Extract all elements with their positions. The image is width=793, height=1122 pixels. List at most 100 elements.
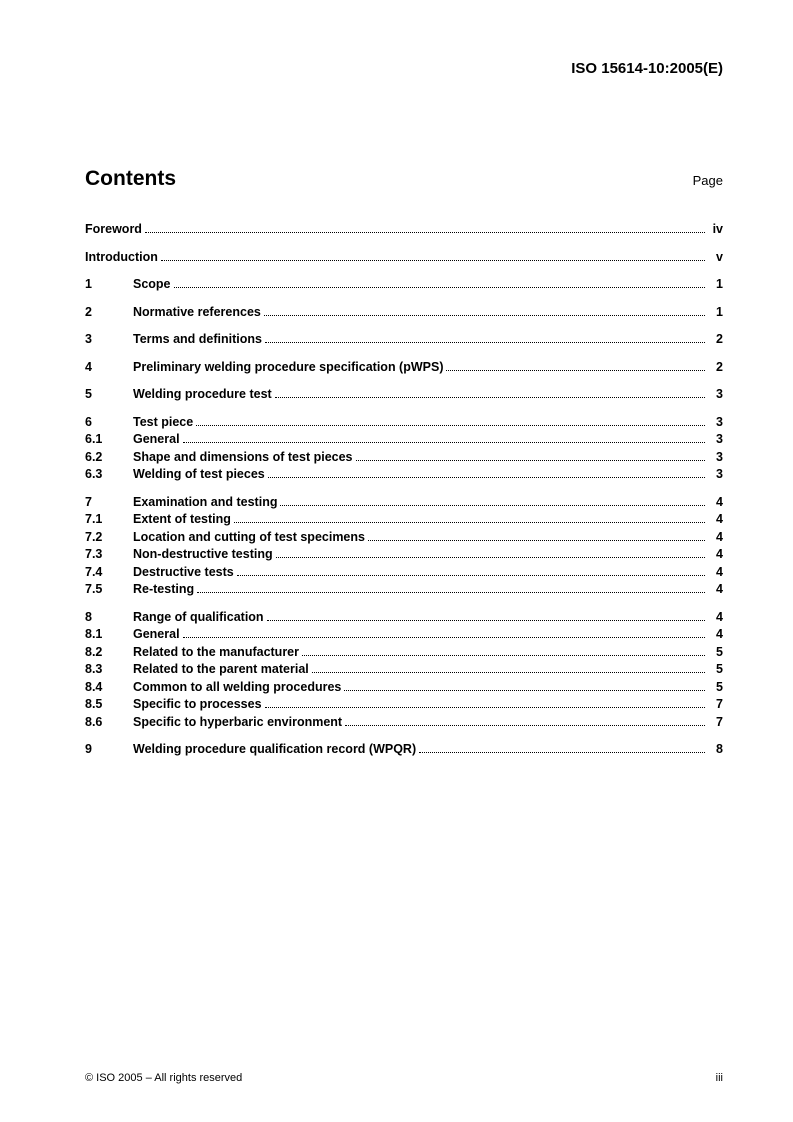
toc-dots	[276, 557, 705, 558]
toc-dots	[275, 397, 705, 398]
toc-entry: 6Test piece3	[85, 414, 723, 432]
toc-dots	[183, 442, 705, 443]
toc-entry-title: Shape and dimensions of test pieces	[133, 449, 353, 467]
toc-entry-title: Preliminary welding procedure specificat…	[133, 359, 443, 377]
toc-entry-title: Re-testing	[133, 581, 194, 599]
toc-entry-page: 5	[708, 661, 723, 679]
toc-group: 3Terms and definitions 2	[85, 331, 723, 349]
toc-entry: 6.1General 3	[85, 431, 723, 449]
toc-entry-page: 3	[708, 449, 723, 467]
toc-entry-number: 8	[85, 609, 133, 627]
page-label: Page	[693, 173, 723, 188]
toc-entry-title: Test piece	[133, 414, 193, 432]
toc-entry: 7Examination and testing4	[85, 494, 723, 512]
toc-entry-title: Extent of testing	[133, 511, 231, 529]
toc-dots	[345, 725, 705, 726]
toc-entry-page: 5	[708, 679, 723, 697]
toc-entry: 3Terms and definitions 2	[85, 331, 723, 349]
toc-entry-title: Location and cutting of test specimens	[133, 529, 365, 547]
toc-dots	[368, 540, 705, 541]
toc-entry-number: 7.3	[85, 546, 133, 564]
toc-entry-page: 4	[708, 626, 723, 644]
toc-entry: 8.3Related to the parent material5	[85, 661, 723, 679]
toc-entry-title: General	[133, 431, 180, 449]
toc-entry-number: 9	[85, 741, 133, 759]
toc-group: 2Normative references1	[85, 304, 723, 322]
toc-entry-page: 4	[708, 494, 723, 512]
toc-entry-page: 8	[708, 741, 723, 759]
toc-entry: 2Normative references1	[85, 304, 723, 322]
contents-header: Contents Page	[85, 167, 723, 191]
toc-entry-number: 6.3	[85, 466, 133, 484]
toc-entry-page: 3	[708, 431, 723, 449]
toc-entry-page: 2	[708, 331, 723, 349]
toc-entry: 7.4Destructive tests4	[85, 564, 723, 582]
toc-entry-title: Terms and definitions	[133, 331, 262, 349]
toc-dots	[267, 620, 705, 621]
toc-entry: 7.3Non-destructive testing4	[85, 546, 723, 564]
toc-dots	[356, 460, 705, 461]
toc-entry: 6.2Shape and dimensions of test pieces 3	[85, 449, 723, 467]
toc-entry-number: 6.2	[85, 449, 133, 467]
toc-entry-page: v	[708, 249, 723, 267]
toc-entry: 8.4Common to all welding procedures5	[85, 679, 723, 697]
copyright-text: © ISO 2005 – All rights reserved	[85, 1072, 242, 1084]
toc-dots	[234, 522, 705, 523]
toc-group: 9Welding procedure qualification record …	[85, 741, 723, 759]
toc-entry: 4Preliminary welding procedure specifica…	[85, 359, 723, 377]
toc-entry-title: Examination and testing	[133, 494, 277, 512]
toc-entry-page: 2	[708, 359, 723, 377]
toc-dots	[265, 707, 705, 708]
toc-dots	[174, 287, 705, 288]
toc-entry-page: 3	[708, 386, 723, 404]
toc-entry-title: Welding procedure test	[133, 386, 272, 404]
toc-entry-number: 6	[85, 414, 133, 432]
toc-entry: Foreword iv	[85, 221, 723, 239]
toc-entry-title: Related to the manufacturer	[133, 644, 299, 662]
toc-entry-title: Foreword	[85, 221, 142, 239]
toc-entry-number: 6.1	[85, 431, 133, 449]
toc-entry-number: 3	[85, 331, 133, 349]
toc-entry: 8.2Related to the manufacturer5	[85, 644, 723, 662]
toc-group: 6Test piece36.1General36.2Shape and dime…	[85, 414, 723, 484]
toc-entry-title: Related to the parent material	[133, 661, 309, 679]
toc-entry-title: Non-destructive testing	[133, 546, 273, 564]
toc-entry-page: iv	[708, 221, 723, 239]
toc-entry: 8.1General4	[85, 626, 723, 644]
toc-entry-page: 4	[708, 529, 723, 547]
toc-dots	[264, 315, 705, 316]
toc-entry-number: 7.5	[85, 581, 133, 599]
toc-entry-title: Scope	[133, 276, 171, 294]
toc-entry-title: Common to all welding procedures	[133, 679, 341, 697]
toc-dots	[196, 425, 705, 426]
toc-dots	[280, 505, 705, 506]
toc-entry-page: 7	[708, 714, 723, 732]
toc-entry-title: Specific to processes	[133, 696, 262, 714]
toc-group: 4Preliminary welding procedure specifica…	[85, 359, 723, 377]
toc-group: 8Range of qualification48.1General48.2Re…	[85, 609, 723, 732]
toc-entry: 8Range of qualification4	[85, 609, 723, 627]
toc-entry-number: 4	[85, 359, 133, 377]
toc-entry: 5Welding procedure test3	[85, 386, 723, 404]
toc-entry-title: General	[133, 626, 180, 644]
toc-entry-page: 1	[708, 276, 723, 294]
toc-entry: 8.5Specific to processes 7	[85, 696, 723, 714]
toc-entry-number: 7.2	[85, 529, 133, 547]
toc-dots	[446, 370, 705, 371]
toc-dots	[265, 342, 705, 343]
toc-group: Foreword iv	[85, 221, 723, 239]
toc-dots	[161, 260, 705, 261]
toc-entry-page: 4	[708, 609, 723, 627]
toc-entry-title: Normative references	[133, 304, 261, 322]
toc-entry-page: 7	[708, 696, 723, 714]
toc-dots	[419, 752, 705, 753]
toc-entry-number: 8.5	[85, 696, 133, 714]
document-id: ISO 15614-10:2005(E)	[85, 60, 723, 77]
toc-group: 7Examination and testing47.1Extent of te…	[85, 494, 723, 599]
toc-entry: Introductionv	[85, 249, 723, 267]
toc-entry-title: Specific to hyperbaric environment	[133, 714, 342, 732]
toc-entry-number: 7.1	[85, 511, 133, 529]
toc-group: Introductionv	[85, 249, 723, 267]
toc-entry-title: Welding of test pieces	[133, 466, 265, 484]
toc-dots	[237, 575, 705, 576]
